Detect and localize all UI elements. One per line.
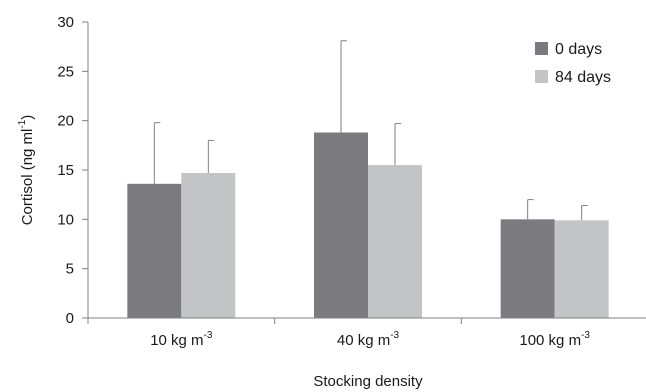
x-category-label: 40 kg m-3 bbox=[337, 330, 400, 349]
y-axis-title-sup: -1 bbox=[17, 119, 28, 128]
legend-label-1: 0 days bbox=[555, 41, 602, 58]
y-tick-label: 0 bbox=[66, 310, 74, 327]
x-axis-title: Stocking density bbox=[313, 373, 423, 390]
y-tick-label: 5 bbox=[66, 261, 74, 278]
axes-layer bbox=[82, 21, 646, 324]
x-category-label: 10 kg m-3 bbox=[150, 330, 213, 349]
y-axis-title: Cortisol (ng ml-1) bbox=[17, 115, 36, 226]
bar-series2-cat2 bbox=[368, 165, 422, 318]
y-tick-label: 30 bbox=[57, 14, 74, 31]
x-category-label-main: 100 kg m bbox=[519, 332, 581, 349]
error-bars-layer bbox=[153, 40, 588, 221]
x-category-label-sup: -3 bbox=[390, 330, 399, 341]
x-category-label-main: 40 kg m bbox=[337, 332, 390, 349]
y-axis-title-suffix: ) bbox=[19, 115, 36, 120]
y-tick-label: 10 bbox=[57, 211, 74, 228]
y-tick-label: 15 bbox=[57, 162, 74, 179]
bar-series1-cat1 bbox=[127, 183, 182, 318]
x-category-label-sup: -3 bbox=[581, 330, 590, 341]
x-category-label-main: 10 kg m bbox=[150, 332, 203, 349]
legend: 0 days 84 days bbox=[535, 41, 611, 86]
legend-swatch-1 bbox=[535, 42, 548, 55]
legend-label-2: 84 days bbox=[555, 69, 611, 86]
x-category-label-sup: -3 bbox=[204, 330, 213, 341]
bar-series1-cat2 bbox=[314, 132, 368, 318]
y-axis-title-main: Cortisol (ng ml bbox=[19, 129, 36, 226]
y-tick-label: 25 bbox=[57, 63, 74, 80]
bar-series1-cat3 bbox=[500, 219, 555, 318]
x-category-label: 100 kg m-3 bbox=[519, 330, 590, 349]
bars-layer bbox=[127, 132, 609, 318]
bar-series2-cat1 bbox=[181, 172, 236, 318]
bar-series2-cat3 bbox=[554, 220, 609, 318]
legend-swatch-2 bbox=[535, 70, 548, 83]
y-tick-label: 20 bbox=[57, 113, 74, 130]
